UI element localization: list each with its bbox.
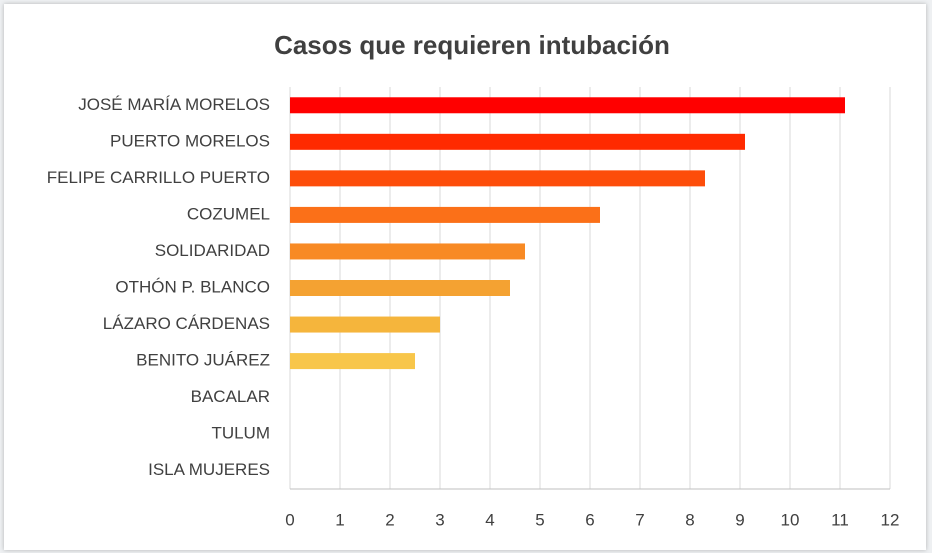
y-tick-label: OTHÓN P. BLANCO xyxy=(115,277,270,296)
bar xyxy=(290,243,525,260)
y-tick-label: JOSÉ MARÍA MORELOS xyxy=(78,95,270,114)
x-tick-label: 2 xyxy=(385,510,394,529)
y-tick-label: SOLIDARIDAD xyxy=(155,241,270,260)
x-tick-label: 12 xyxy=(881,510,900,529)
x-tick-label: 8 xyxy=(685,510,694,529)
chart-panel xyxy=(4,4,926,550)
y-tick-label: ISLA MUJERES xyxy=(148,460,270,479)
bar xyxy=(290,170,705,187)
x-tick-label: 1 xyxy=(335,510,344,529)
x-tick-label: 3 xyxy=(435,510,444,529)
x-tick-label: 10 xyxy=(781,510,800,529)
x-tick-label: 6 xyxy=(585,510,594,529)
y-tick-label: BENITO JUÁREZ xyxy=(136,351,270,370)
y-tick-label: BACALAR xyxy=(191,387,270,406)
bar xyxy=(290,206,600,223)
y-tick-label: FELIPE CARRILLO PUERTO xyxy=(47,168,270,187)
bar xyxy=(290,133,745,150)
bar xyxy=(290,353,415,370)
x-tick-label: 0 xyxy=(285,510,294,529)
chart-title: Casos que requieren intubación xyxy=(274,30,670,60)
x-tick-label: 4 xyxy=(485,510,494,529)
bar xyxy=(290,316,440,333)
bar xyxy=(290,97,845,114)
x-tick-label: 5 xyxy=(535,510,544,529)
y-tick-label: TULUM xyxy=(211,424,270,443)
y-tick-label: LÁZARO CÁRDENAS xyxy=(103,314,270,333)
bar xyxy=(290,280,510,296)
x-tick-label: 7 xyxy=(635,510,644,529)
x-tick-label: 11 xyxy=(831,510,849,529)
y-tick-label: COZUMEL xyxy=(187,204,270,223)
y-tick-label: PUERTO MORELOS xyxy=(110,131,270,150)
x-tick-label: 9 xyxy=(735,510,744,529)
